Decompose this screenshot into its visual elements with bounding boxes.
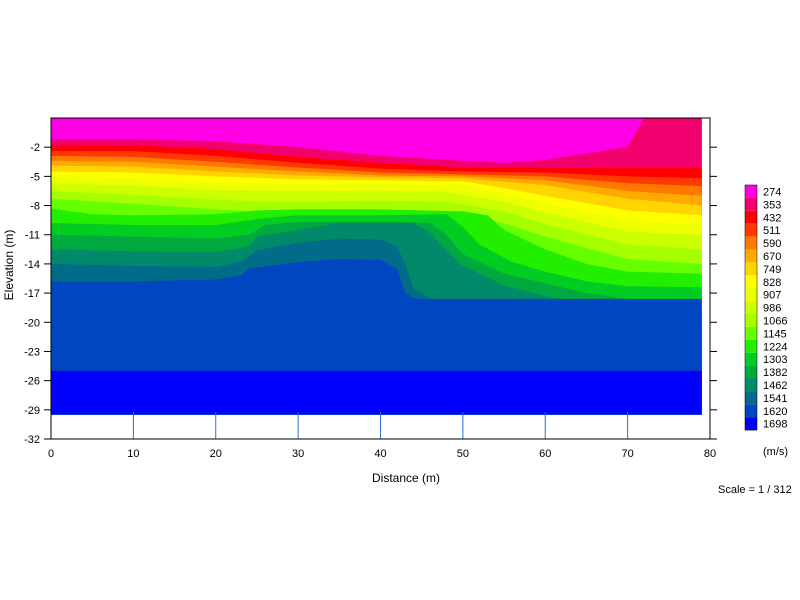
colorbar-swatch (745, 404, 757, 418)
colorbar-swatch (745, 365, 757, 379)
colorbar-label: 1382 (763, 367, 787, 379)
contour-band-1698 (51, 370, 702, 415)
colorbar-label: 749 (763, 264, 781, 276)
x-tick-label: 10 (127, 448, 139, 460)
colorbar-unit: (m/s) (763, 446, 788, 458)
x-tick-label: 60 (539, 448, 551, 460)
y-tick-label: -23 (24, 346, 40, 358)
colorbar-label: 1620 (763, 406, 787, 418)
y-tick-label: -26 (24, 376, 40, 388)
y-tick-label: -32 (24, 434, 40, 446)
y-tick-label: -17 (24, 288, 40, 300)
x-tick-label: 70 (622, 448, 634, 460)
colorbar-label: 1541 (763, 393, 787, 405)
colorbar-swatch (745, 236, 757, 250)
plot-frame (50, 117, 711, 440)
colorbar-swatch (745, 391, 757, 405)
colorbar-swatch (745, 417, 757, 431)
x-tick-label: 50 (457, 448, 469, 460)
y-tick-label: -2 (30, 142, 40, 154)
colorbar-swatch (745, 210, 757, 224)
colorbar-label: 274 (763, 187, 781, 199)
x-axis: 0 10 20 30 40 50 60 70 80 (48, 448, 716, 460)
colorbar-label: 590 (763, 238, 781, 250)
colorbar-swatch (745, 288, 757, 302)
colorbar-label: 1224 (763, 341, 787, 353)
colorbar-swatch (745, 301, 757, 314)
x-tick-label: 20 (210, 448, 222, 460)
x-tick-label: 30 (292, 448, 304, 460)
colorbar-label: 353 (763, 199, 781, 211)
x-tick-label: 0 (48, 448, 54, 460)
colorbar-label: 828 (763, 277, 781, 289)
colorbar-label: 1303 (763, 354, 787, 366)
x-tick-label: 40 (374, 448, 386, 460)
colorbar-frame (744, 184, 758, 431)
colorbar-label: 670 (763, 251, 781, 263)
colorbar-label: 1698 (763, 419, 787, 431)
colorbar-swatch (745, 378, 757, 392)
colorbar-label: 1145 (763, 328, 787, 340)
y-tick-label: -5 (30, 171, 40, 183)
y-tick-label: -20 (24, 317, 40, 329)
colorbar-swatch (745, 352, 757, 366)
y-axis: -2 -5 -8 -11 -14 -17 -20 -23 -26 -29 -32 (24, 142, 40, 446)
y-tick-label: -8 (30, 201, 40, 213)
colorbar-swatch (745, 223, 757, 237)
colorbar-label: 986 (763, 303, 781, 315)
colorbar-swatch (745, 185, 757, 198)
scale-label: Scale = 1 / 312 (718, 484, 792, 496)
colorbar-swatch (745, 249, 757, 263)
colorbar-swatch (745, 326, 757, 340)
colorbar-swatch (745, 339, 757, 353)
x-tick-label: 80 (704, 448, 716, 460)
colorbar-label: 511 (763, 225, 781, 237)
velocity-contour-fills (51, 118, 702, 415)
colorbar-swatch (745, 275, 757, 289)
colorbar-label: 907 (763, 290, 781, 302)
colorbar-swatch (745, 314, 757, 327)
y-axis-label: Elevation (m) (2, 230, 16, 301)
colorbar-label: 1462 (763, 380, 787, 392)
colorbar-legend: 2743534325115906707498289079861066114512… (744, 184, 787, 431)
y-tick-label: -14 (24, 259, 40, 271)
y-tick-label: -29 (24, 405, 40, 417)
y-tick-label: -11 (25, 230, 40, 242)
colorbar-swatch (745, 197, 757, 211)
colorbar-label: 1066 (763, 316, 787, 328)
colorbar-label: 432 (763, 212, 781, 224)
x-axis-label: Distance (m) (372, 471, 440, 485)
colorbar-swatch (745, 262, 757, 276)
